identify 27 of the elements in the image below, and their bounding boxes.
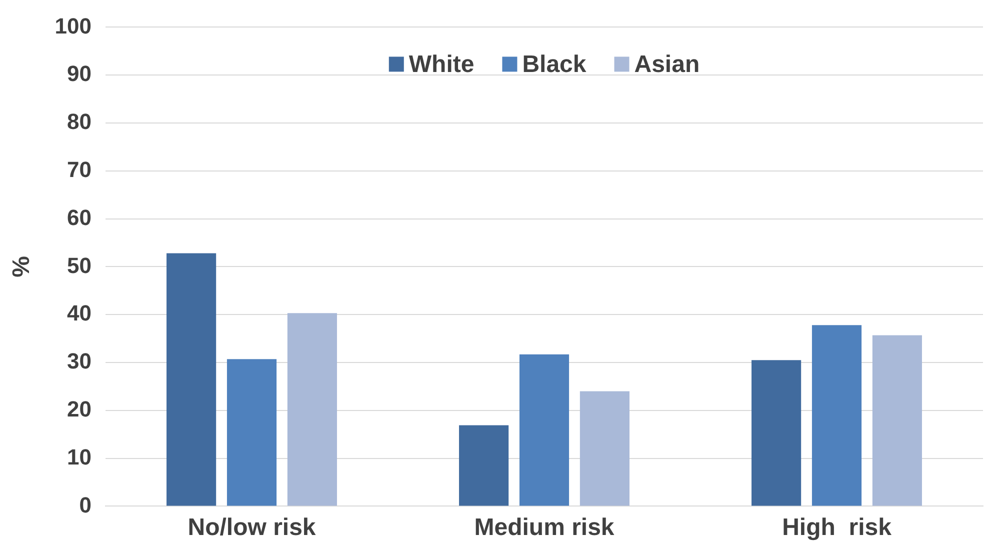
bar <box>226 359 277 506</box>
y-axis-title: % <box>8 256 36 278</box>
y-tick-label: 20 <box>67 396 92 422</box>
bar <box>812 325 862 506</box>
bar <box>459 425 509 506</box>
bar <box>752 360 802 506</box>
y-tick-label: 40 <box>67 300 92 326</box>
y-tick-label: 70 <box>67 156 92 182</box>
x-tick-label: Medium risk <box>474 514 615 542</box>
bar <box>166 253 216 506</box>
x-tick-label: High risk <box>782 514 892 542</box>
bar <box>287 313 337 506</box>
legend-label: Black <box>522 50 587 78</box>
y-tick-label: 100 <box>54 13 92 38</box>
y-tick-label: 60 <box>67 204 92 230</box>
legend-label: White <box>408 50 474 78</box>
legend-label: Asian <box>634 50 700 78</box>
y-tick-label: 10 <box>67 444 92 470</box>
x-tick-label: No/low risk <box>188 514 316 542</box>
y-tick-label: 50 <box>67 252 92 278</box>
y-tick-label: 90 <box>67 61 92 86</box>
y-tick-label: 0 <box>79 492 92 518</box>
y-tick-label: 80 <box>67 109 92 134</box>
bar <box>519 354 570 506</box>
bar <box>580 391 630 506</box>
bar <box>872 335 922 506</box>
y-tick-label: 30 <box>67 348 92 374</box>
